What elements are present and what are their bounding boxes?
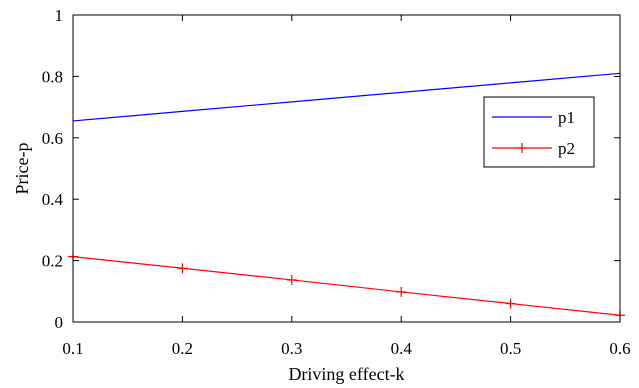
x-tick-label: 0.5 <box>500 339 521 358</box>
y-tick-label: 0.2 <box>42 252 63 271</box>
x-tick-label: 0.1 <box>62 339 83 358</box>
legend-label-p2: p2 <box>558 139 575 158</box>
data-point-p2 <box>396 286 407 297</box>
y-tick-label: 1 <box>55 6 64 25</box>
x-tick-label: 0.3 <box>281 339 302 358</box>
y-tick-label: 0.8 <box>42 67 63 86</box>
data-point-p2 <box>177 263 188 274</box>
legend-box <box>483 96 595 168</box>
x-tick-label: 0.2 <box>172 339 193 358</box>
legend: p1 p2 <box>483 96 595 168</box>
data-point-p2 <box>505 298 516 309</box>
plot-area-frame <box>72 14 621 323</box>
axis-ticks: 0.1 0.2 0.3 0.4 0.5 0.6 0 0.2 0.4 0.6 0.8 1 <box>42 6 631 358</box>
legend-item-p2: p2 <box>492 139 575 158</box>
x-tick-label: 0.6 <box>609 339 630 358</box>
y-tick-label: 0.6 <box>42 129 63 148</box>
y-tick-label: 0 <box>55 313 64 332</box>
series-line-p1 <box>72 72 621 122</box>
legend-item-p1: p1 <box>492 108 575 127</box>
y-axis-label-group: Price-p <box>12 143 32 195</box>
y-tick-label: 0.4 <box>42 190 64 209</box>
series-p2 <box>68 251 625 321</box>
legend-label-p1: p1 <box>558 108 575 127</box>
series-p1 <box>72 72 621 122</box>
series-line-p2 <box>72 256 621 316</box>
data-point-p2 <box>286 274 297 285</box>
x-tick-label: 0.4 <box>391 339 413 358</box>
x-axis-label: Driving effect-k <box>288 364 404 384</box>
y-axis-label: Price-p <box>12 143 32 195</box>
